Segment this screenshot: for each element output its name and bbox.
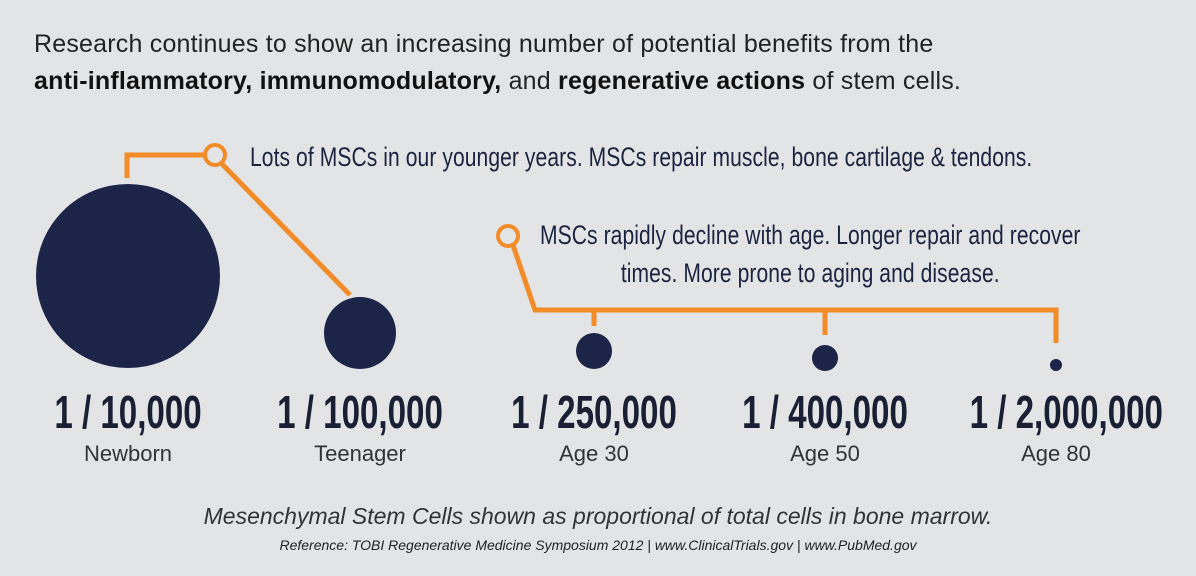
decline-connector-line xyxy=(510,244,1059,343)
intro-term-2: regenerative actions xyxy=(558,67,806,95)
newborn-cell-circle xyxy=(36,184,220,368)
intro-lead: Research continues to show an increasing… xyxy=(34,30,934,58)
stage-ratio: 1 / 100,000 xyxy=(277,386,443,438)
age50-cell-circle xyxy=(812,345,838,371)
footer-note: Mesenchymal Stem Cells shown as proporti… xyxy=(203,503,993,529)
decline-callout-line-2: times. More prone to aging and disease. xyxy=(620,258,1000,288)
stage-age-30: 1 / 250,000 Age 30 xyxy=(474,386,714,468)
intro-text: Research continues to show an increasing… xyxy=(34,26,1164,100)
stage-age-50: 1 / 400,000 Age 50 xyxy=(705,386,945,468)
teenager-cell-circle xyxy=(324,297,396,369)
stage-ratio: 1 / 2,000,000 xyxy=(969,386,1163,438)
stage-ratio: 1 / 400,000 xyxy=(742,386,908,438)
stage-newborn: 1 / 10,000 Newborn xyxy=(8,386,248,468)
teen-connector-line xyxy=(220,162,352,297)
young-connector-line xyxy=(124,152,204,178)
stage-label: Age 30 xyxy=(559,441,629,466)
young-connector-node xyxy=(203,143,227,167)
stage-label: Teenager xyxy=(314,441,406,466)
stage-teenager: 1 / 100,000 Teenager xyxy=(240,386,480,468)
decline-connector-node xyxy=(496,224,520,248)
stage-ratio: 1 / 250,000 xyxy=(511,386,677,438)
stage-age-80: 1 / 2,000,000 Age 80 xyxy=(936,386,1176,468)
intro-term-1: anti-inflammatory, immunomodulatory, xyxy=(34,67,502,95)
stage-ratio: 1 / 10,000 xyxy=(54,386,202,438)
age30-cell-circle xyxy=(576,333,612,369)
footer-reference: Reference: TOBI Regenerative Medicine Sy… xyxy=(279,537,917,553)
stage-label: Age 80 xyxy=(1021,441,1091,466)
decline-callout: MSCs rapidly decline with age. Longer re… xyxy=(540,216,1081,292)
stage-label: Newborn xyxy=(83,441,173,466)
young-callout: Lots of MSCs in our younger years. MSCs … xyxy=(250,142,1033,172)
decline-callout-line-1: MSCs rapidly decline with age. Longer re… xyxy=(540,220,1081,250)
age80-cell-circle xyxy=(1050,359,1062,371)
stage-label: Age 50 xyxy=(790,441,860,466)
intro-and: and xyxy=(508,67,551,95)
intro-tail: of stem cells. xyxy=(812,67,962,95)
